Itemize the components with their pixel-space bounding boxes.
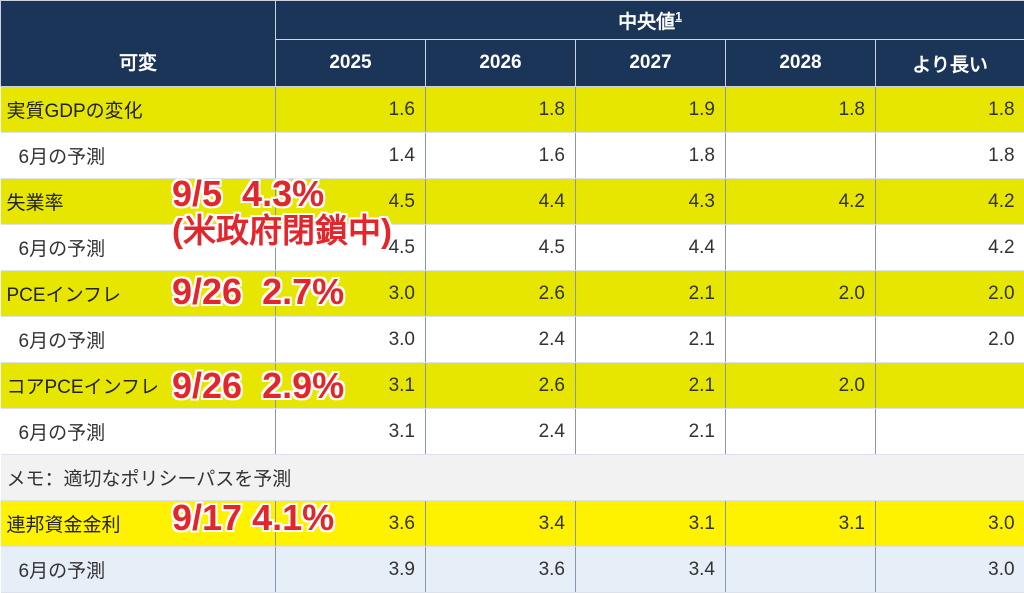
value-cell: 3.0: [876, 501, 1024, 547]
value-cell: 3.6: [426, 547, 576, 593]
value-cell: 1.6: [276, 87, 426, 133]
value-cell: 1.8: [876, 87, 1024, 133]
value-cell: 4.3: [576, 179, 726, 225]
value-cell: 2.6: [426, 271, 576, 317]
value-cell: [726, 225, 876, 271]
value-cell: 2.6: [426, 363, 576, 409]
value-cell: 1.4: [276, 133, 426, 179]
median-header: 中央値1: [276, 1, 1024, 40]
value-cell: [726, 409, 876, 455]
value-cell: 4.5: [426, 225, 576, 271]
memo-row: メモ：適切なポリシーパスを予測: [1, 455, 1024, 501]
value-cell: 2.0: [876, 317, 1024, 363]
value-cell: 2.1: [576, 271, 726, 317]
footnote-link[interactable]: 1: [675, 9, 682, 23]
row-label: 実質GDPの変化: [1, 87, 276, 133]
value-cell: 2.1: [576, 317, 726, 363]
value-cell: 4.2: [876, 179, 1024, 225]
value-cell: 3.0: [876, 547, 1024, 593]
year-header: 2027: [576, 40, 726, 87]
row-label: 6月の予測: [1, 547, 276, 593]
value-cell: 1.8: [426, 87, 576, 133]
value-cell: 1.6: [426, 133, 576, 179]
value-cell: 3.4: [576, 547, 726, 593]
value-cell: 4.4: [426, 179, 576, 225]
value-cell: 3.1: [576, 501, 726, 547]
year-header: より長い: [876, 40, 1024, 87]
value-cell: 2.1: [576, 409, 726, 455]
annotation-unemployment: 9/5 4.3%: [172, 176, 324, 212]
value-cell: 2.4: [426, 409, 576, 455]
year-header: 2025: [276, 40, 426, 87]
value-cell: 1.8: [876, 133, 1024, 179]
value-cell: 1.9: [576, 87, 726, 133]
value-cell: 3.0: [276, 317, 426, 363]
value-cell: 3.9: [276, 547, 426, 593]
value-cell: 3.1: [276, 409, 426, 455]
row-label: 6月の予測: [1, 317, 276, 363]
year-header: 2028: [726, 40, 876, 87]
value-cell: [726, 547, 876, 593]
memo-label: メモ：適切なポリシーパスを予測: [1, 455, 1024, 501]
year-header: 2026: [426, 40, 576, 87]
value-cell: 4.4: [576, 225, 726, 271]
median-label: 中央値: [618, 12, 675, 33]
value-cell: 1.8: [576, 133, 726, 179]
value-cell: 3.4: [426, 501, 576, 547]
value-cell: 2.4: [426, 317, 576, 363]
annotation-core-pce: 9/26 2.9%: [172, 368, 344, 404]
value-cell: 1.8: [726, 87, 876, 133]
value-cell: [876, 363, 1024, 409]
value-cell: 2.0: [876, 271, 1024, 317]
value-cell: 2.0: [726, 363, 876, 409]
row-label: 6月の予測: [1, 409, 276, 455]
value-cell: [876, 409, 1024, 455]
variable-header: 可変: [1, 1, 276, 87]
value-cell: [726, 133, 876, 179]
annotation-shutdown: (米政府閉鎖中): [172, 214, 392, 247]
value-cell: 4.2: [726, 179, 876, 225]
row-label: 6月の予測: [1, 133, 276, 179]
annotation-fed-funds: 9/17 4.1%: [172, 500, 334, 536]
annotation-pce: 9/26 2.7%: [172, 274, 344, 310]
value-cell: 3.1: [726, 501, 876, 547]
value-cell: 4.2: [876, 225, 1024, 271]
value-cell: 2.0: [726, 271, 876, 317]
value-cell: [726, 317, 876, 363]
value-cell: 2.1: [576, 363, 726, 409]
